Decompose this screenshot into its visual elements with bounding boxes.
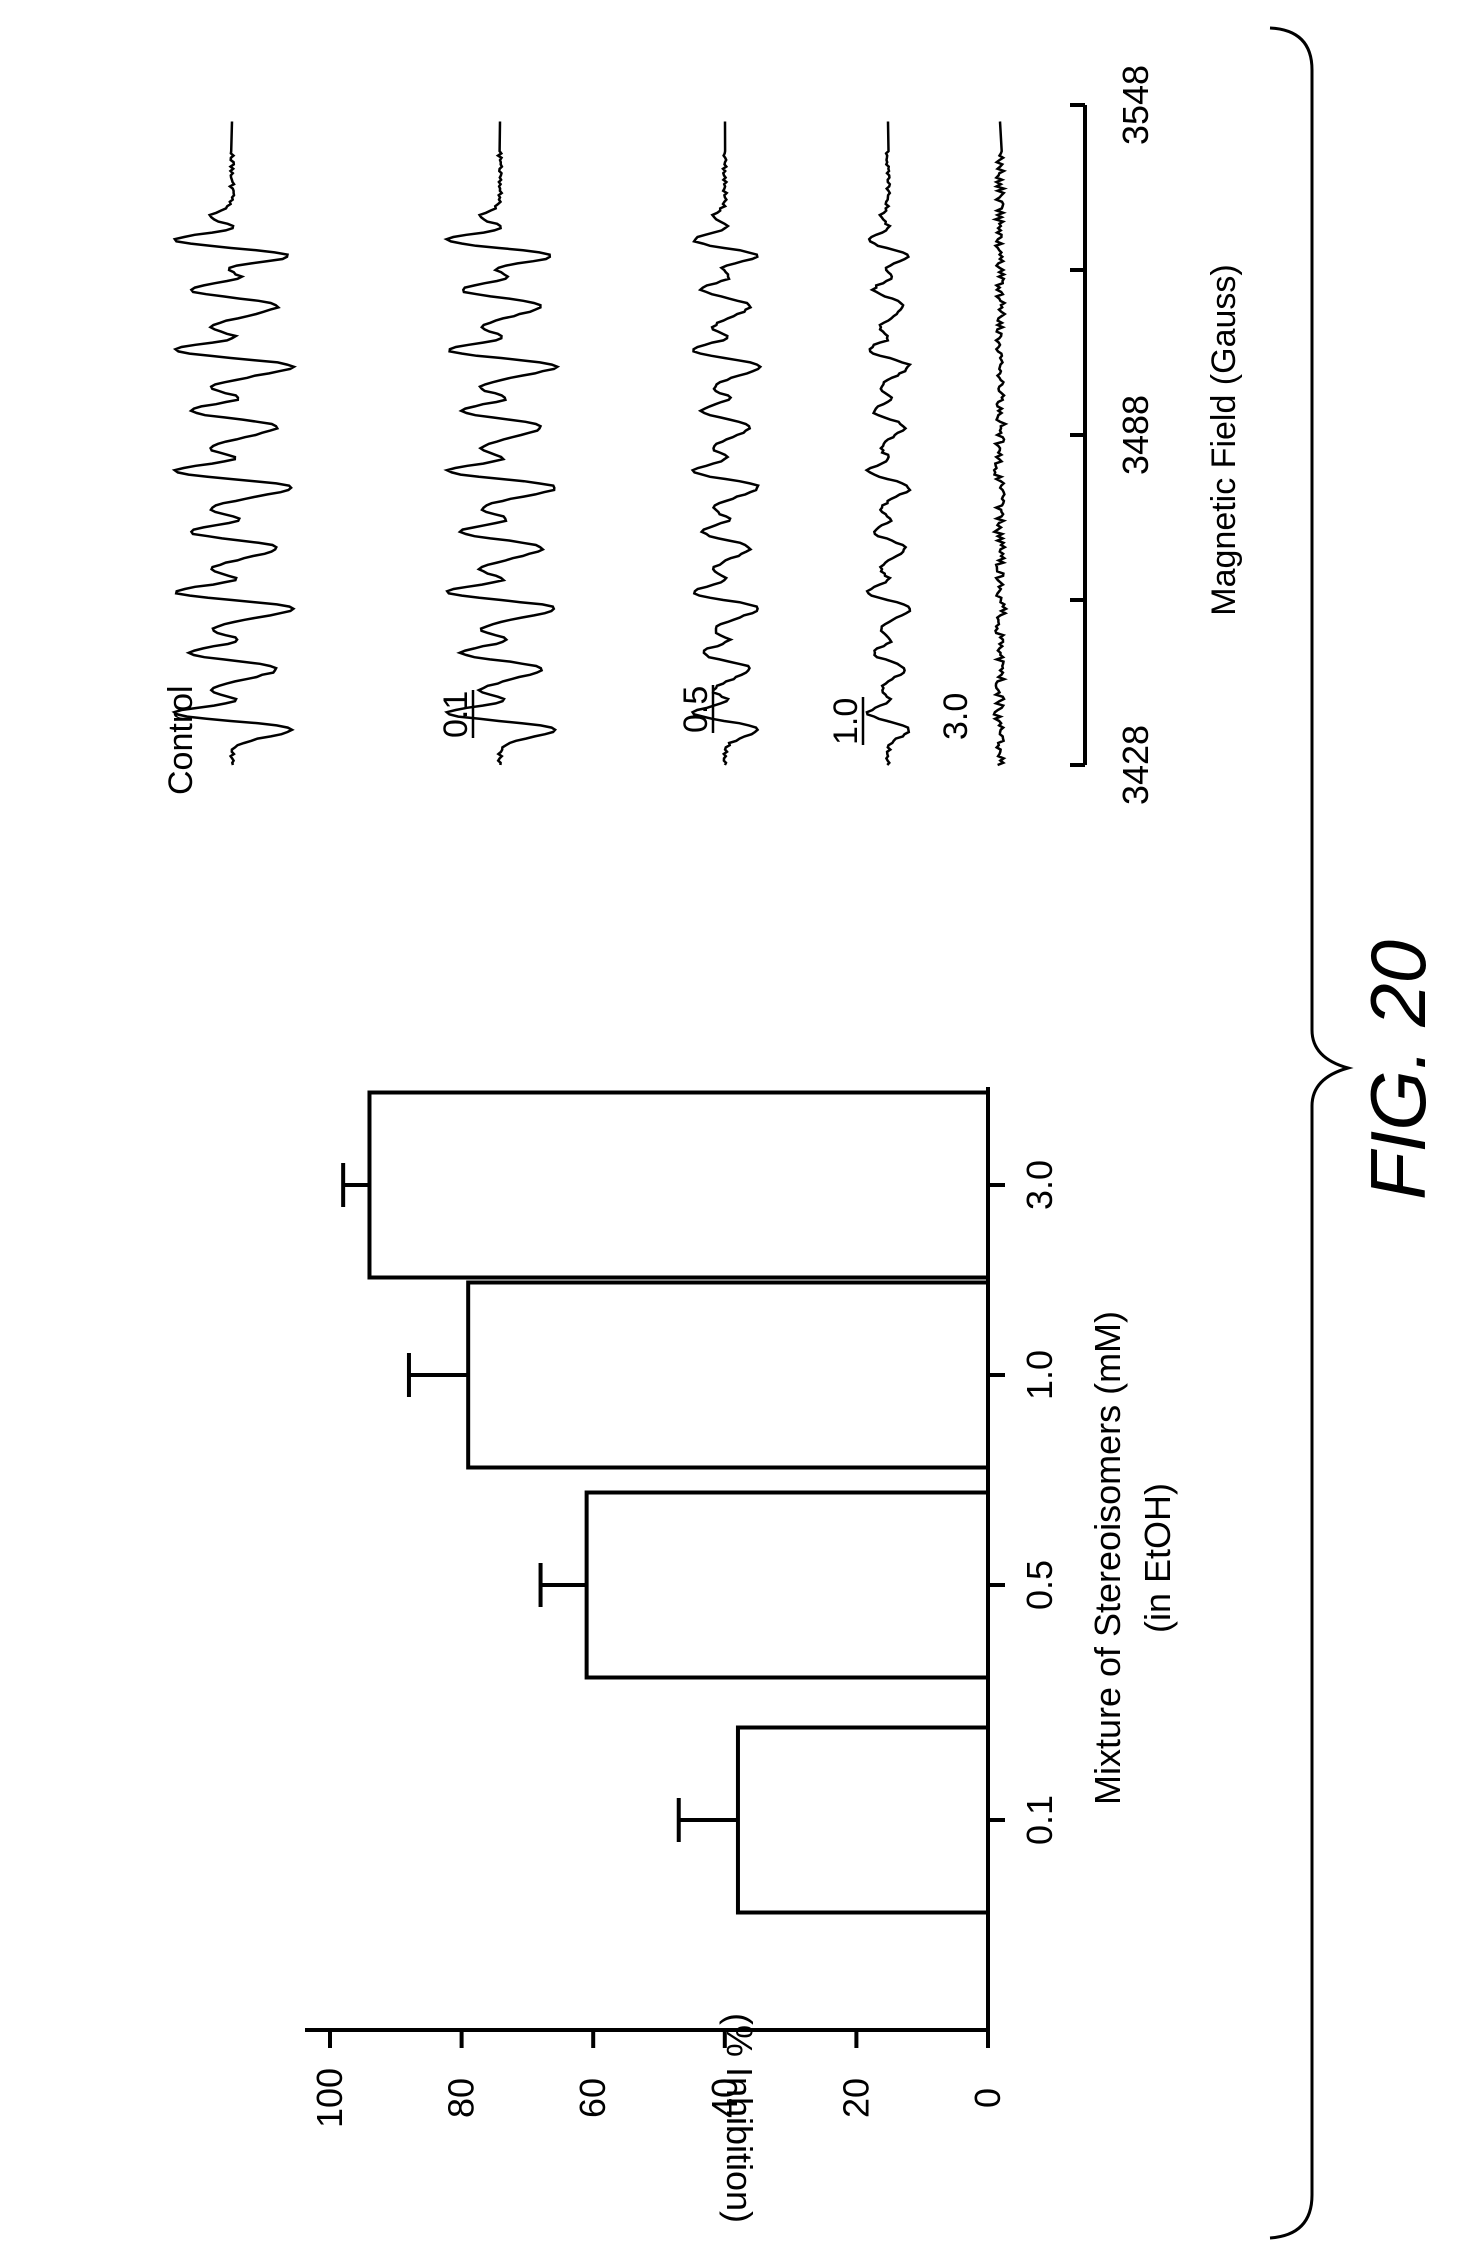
spectrum-label: 1.0 (827, 698, 865, 745)
spectrum-trace (994, 122, 1006, 766)
field-tick-label: 3428 (1115, 725, 1156, 805)
spectrum-trace (693, 122, 761, 766)
figure-label: FIG. 20 (1354, 940, 1442, 1200)
spectrum-trace (174, 122, 294, 766)
bar (587, 1493, 988, 1678)
bar (468, 1283, 988, 1468)
y-tick-label: 0 (967, 2088, 1008, 2108)
field-ticks: 3428 3488 3548 (1070, 65, 1156, 805)
x-tick-label: 1.0 (1019, 1350, 1060, 1400)
x-tick-label: 0.5 (1019, 1560, 1060, 1610)
x-axis-label-sub: (in EtOH) (1137, 1483, 1178, 1633)
field-axis-label: Magnetic Field (Gauss) (1205, 264, 1243, 615)
y-tick-label: 20 (835, 2078, 876, 2118)
epr-spectra-panel: Control 0.1 0.5 1.0 3.0 3428 3488 3548 Magneti… (162, 65, 1243, 805)
bars (369, 1093, 988, 1913)
spectrum-label: 0.1 (437, 691, 475, 738)
grouping-brace (1270, 28, 1348, 2238)
y-tick-label: 100 (309, 2068, 350, 2128)
bar (369, 1093, 988, 1278)
x-tick-label: 0.1 (1019, 1795, 1060, 1845)
spectrum-label: Control (162, 685, 200, 795)
y-axis-label: (% Inhibition) (719, 2013, 760, 2223)
x-ticks: 0.1 0.5 1.0 3.0 (988, 1160, 1060, 1845)
field-tick-label: 3488 (1115, 395, 1156, 475)
spectra-labels: Control 0.1 0.5 1.0 3.0 (162, 685, 975, 795)
spectrum-label: 0.5 (677, 686, 715, 733)
field-tick-label: 3548 (1115, 65, 1156, 145)
spectrum-trace (867, 122, 910, 766)
y-ticks: 020406080100 (309, 2030, 1008, 2128)
y-tick-label: 80 (441, 2078, 482, 2118)
y-tick-label: 60 (572, 2078, 613, 2118)
bar (738, 1728, 988, 1913)
x-tick-label: 3.0 (1019, 1160, 1060, 1210)
inhibition-bar-chart: 020406080100 0.10.51.03.0 (% Inhibition)… (305, 1087, 1178, 2223)
spectra-traces (174, 122, 1006, 766)
spectrum-trace (447, 122, 558, 766)
spectrum-label: 3.0 (937, 693, 975, 740)
x-axis-label: Mixture of Stereoisomers (mM) (1087, 1311, 1128, 1805)
